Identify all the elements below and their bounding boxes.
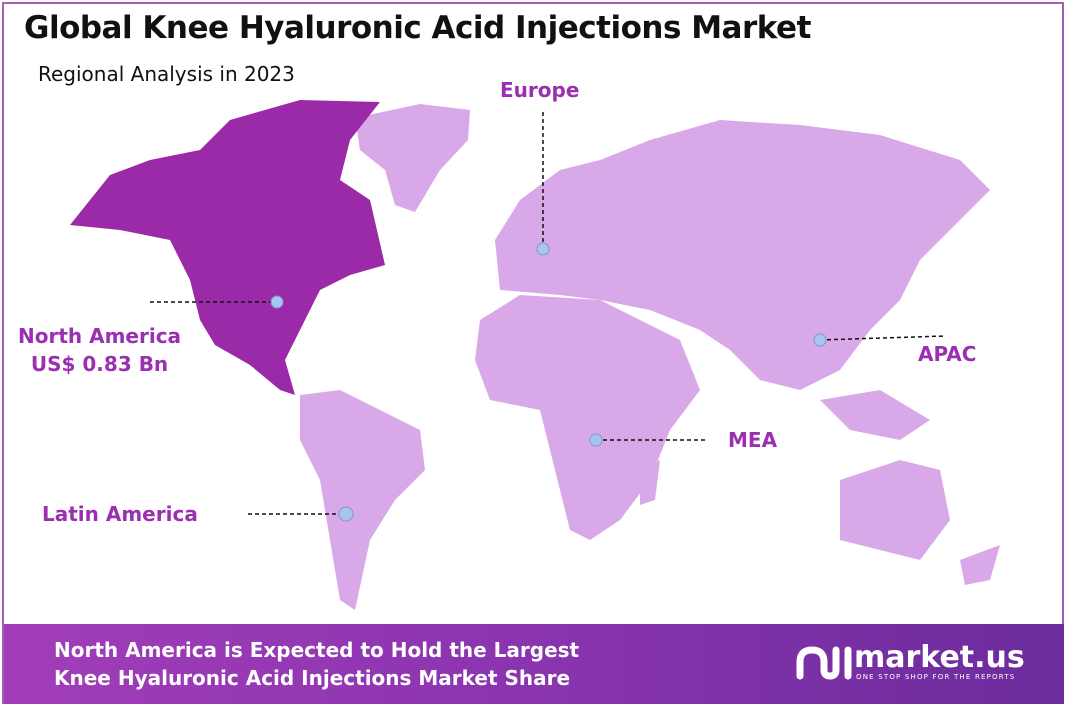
label-north-america-name: North America — [18, 324, 182, 348]
page-subtitle: Regional Analysis in 2023 — [38, 62, 295, 86]
marker-apac[interactable] — [813, 333, 827, 347]
label-apac: APAC — [918, 342, 977, 366]
marker-north-america[interactable] — [270, 295, 284, 309]
region-europe[interactable] — [495, 120, 990, 390]
label-latin-america: Latin America — [42, 502, 198, 526]
region-greenland — [355, 104, 470, 212]
region-mea[interactable] — [475, 295, 700, 540]
label-north-america: North America US$ 0.83 Bn — [18, 322, 181, 378]
marker-mea[interactable] — [589, 433, 603, 447]
marker-europe[interactable] — [536, 242, 550, 256]
logo-tagline: ONE STOP SHOP FOR THE REPORTS — [856, 673, 1016, 681]
label-europe: Europe — [500, 78, 580, 102]
footer-line-2: Knee Hyaluronic Acid Injections Market S… — [54, 666, 571, 690]
footer-text: North America is Expected to Hold the La… — [54, 636, 579, 692]
label-mea: MEA — [728, 428, 778, 452]
page-title: Global Knee Hyaluronic Acid Injections M… — [24, 10, 811, 46]
footer-line-1: North America is Expected to Hold the La… — [54, 638, 580, 662]
region-apac[interactable] — [820, 390, 1000, 585]
label-north-america-value: US$ 0.83 Bn — [30, 352, 169, 376]
logo-icon — [796, 646, 852, 680]
leader-lines — [150, 112, 946, 515]
marker-latin-america[interactable] — [338, 506, 354, 522]
logo-text: market.us — [854, 640, 1025, 675]
region-latin-america[interactable] — [300, 390, 425, 610]
footer-banner: North America is Expected to Hold the La… — [4, 624, 1064, 704]
region-north-america[interactable] — [70, 100, 385, 395]
market-us-logo: market.us ONE STOP SHOP FOR THE REPORTS — [794, 642, 1025, 682]
world-map — [70, 100, 1000, 610]
